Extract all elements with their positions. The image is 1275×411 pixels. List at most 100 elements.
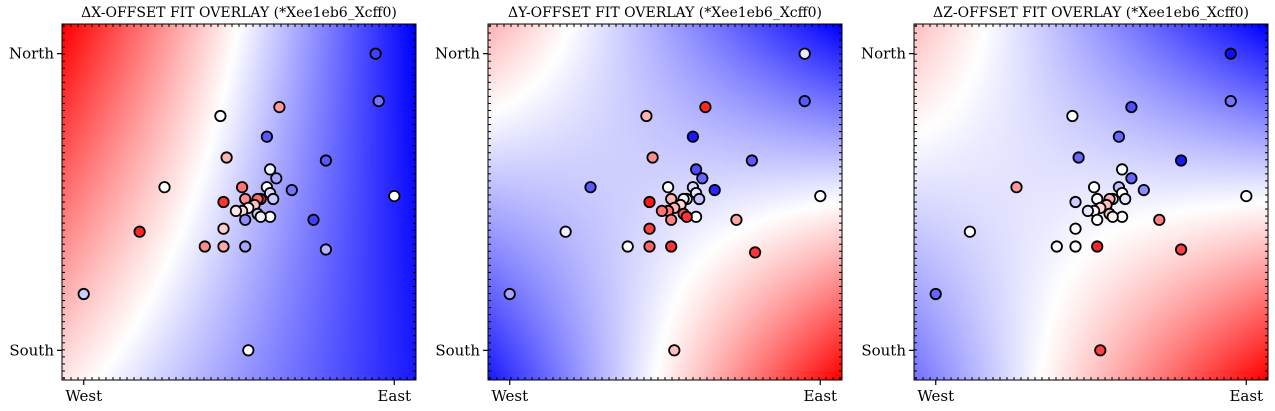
data-point: [745, 154, 759, 167]
data-point: [748, 246, 762, 259]
data-point: [646, 151, 659, 164]
data-point: [388, 190, 401, 203]
data-point: [1091, 213, 1104, 226]
data-point: [319, 154, 332, 167]
data-point: [708, 184, 721, 197]
data-point: [643, 195, 656, 209]
data-point: [1175, 243, 1188, 256]
data-point: [1240, 190, 1253, 203]
chart-title: ΔY-OFFSET FIT OVERLAY (*Xee1eb6_Xcff0): [508, 5, 822, 21]
data-point: [559, 225, 572, 238]
data-point: [285, 184, 298, 197]
data-point: [239, 213, 252, 226]
data-point: [503, 287, 516, 301]
data-point: [798, 47, 811, 60]
data-point: [263, 163, 277, 176]
data-point: [273, 101, 286, 114]
data-point: [665, 213, 678, 226]
data-point: [1072, 151, 1085, 164]
data-point: [239, 240, 252, 253]
data-point: [665, 240, 678, 253]
x-tick-label: West: [917, 387, 954, 405]
x-tick-label: East: [803, 387, 837, 405]
data-point: [1081, 204, 1095, 217]
data-point: [929, 287, 942, 301]
data-point: [319, 243, 332, 256]
x-tick-label: West: [491, 387, 528, 405]
data-point: [217, 195, 230, 209]
x-tick-label: West: [65, 387, 102, 405]
y-tick-label: South: [435, 341, 480, 359]
data-point: [217, 240, 230, 253]
data-point: [1106, 210, 1119, 223]
data-point: [1153, 213, 1166, 226]
chart-title: ΔX-OFFSET FIT OVERLAY (*Xee1eb6_Xcff0): [81, 5, 397, 21]
data-point: [689, 163, 703, 176]
data-point: [1069, 240, 1082, 253]
chart-panel-2: ΔY-OFFSET FIT OVERLAY (*Xee1eb6_Xcff0) We…: [435, 5, 843, 405]
data-point: [1119, 192, 1132, 206]
data-point: [1224, 47, 1237, 60]
fit-gradient-background: [62, 24, 416, 380]
data-point: [1088, 181, 1101, 194]
data-point: [584, 181, 597, 194]
chart-panel-3: ΔZ-OFFSET FIT OVERLAY (*Xee1eb6_Xcff0) We…: [861, 5, 1269, 405]
chart-title: ΔZ-OFFSET FIT OVERLAY (*Xee1eb6_Xcff0): [933, 5, 1249, 21]
data-point: [217, 222, 230, 235]
data-point: [963, 225, 977, 238]
minor-ticks: [62, 24, 416, 380]
data-point: [1112, 130, 1126, 143]
fit-gradient-background: [488, 24, 842, 380]
data-point: [1094, 344, 1107, 357]
data-point: [260, 130, 273, 143]
y-tick-label: North: [9, 45, 54, 63]
data-point: [699, 101, 712, 114]
data-point: [1125, 172, 1138, 185]
data-point: [236, 181, 249, 194]
data-point: [643, 222, 656, 235]
data-point: [1137, 184, 1150, 197]
data-point: [640, 109, 653, 123]
data-point: [696, 172, 709, 185]
data-point: [1125, 101, 1138, 114]
data-point: [1116, 163, 1129, 176]
data-point: [1066, 109, 1079, 123]
major-ticks: [483, 53, 821, 385]
data-point: [621, 240, 634, 253]
data-point: [1091, 240, 1104, 253]
data-point: [643, 240, 656, 253]
y-tick-label: North: [861, 45, 906, 63]
fit-gradient-background: [914, 24, 1268, 380]
x-tick-label: East: [1229, 387, 1263, 405]
data-point: [214, 109, 227, 123]
data-point: [254, 210, 267, 223]
data-point: [1069, 195, 1082, 209]
major-ticks: [909, 53, 1247, 385]
data-point: [307, 213, 320, 226]
data-point: [229, 204, 242, 217]
data-point: [1224, 95, 1237, 108]
major-ticks: [57, 53, 395, 385]
y-tick-label: South: [9, 341, 54, 359]
data-point: [798, 95, 811, 108]
data-point: [686, 130, 700, 143]
data-point: [1010, 181, 1023, 194]
data-point: [133, 225, 146, 238]
data-point: [369, 47, 382, 60]
chart-panel-1: ΔX-OFFSET FIT OVERLAY (*Xee1eb6_Xcff0) We…: [9, 5, 417, 405]
data-point: [655, 204, 669, 217]
data-point: [680, 210, 693, 223]
data-point: [270, 172, 283, 185]
data-point: [814, 190, 827, 203]
minor-ticks: [488, 24, 842, 380]
data-point: [661, 181, 675, 194]
data-point: [242, 344, 255, 357]
data-point: [372, 95, 385, 108]
data-point: [198, 240, 211, 253]
minor-ticks: [914, 24, 1268, 380]
data-point: [1175, 154, 1188, 167]
data-point: [158, 181, 171, 194]
data-point: [220, 151, 233, 164]
data-point: [1050, 240, 1063, 253]
